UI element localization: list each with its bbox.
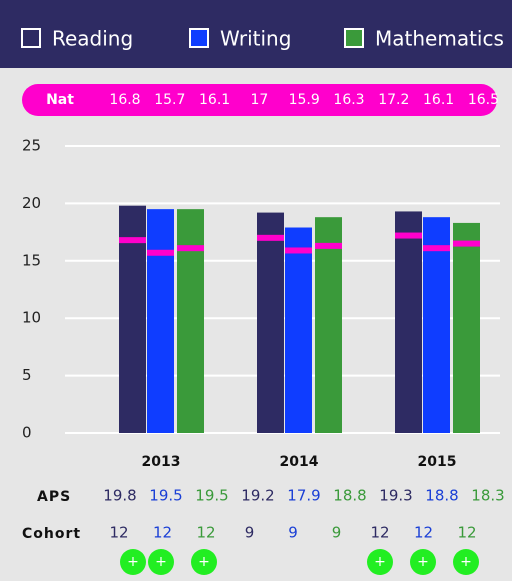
bar	[257, 212, 284, 433]
nat-value: 16.8	[109, 92, 140, 108]
bar	[453, 222, 480, 433]
expand-button[interactable]	[120, 549, 146, 575]
expand-button[interactable]	[191, 549, 217, 575]
aps-value: 19.5	[149, 487, 182, 505]
bar	[395, 211, 422, 433]
legend-swatch	[21, 28, 41, 48]
nat-marker	[285, 247, 312, 254]
cohort-value: 9	[288, 524, 298, 542]
nat-value: 16.1	[423, 92, 454, 108]
aps-value: 19.5	[195, 487, 228, 505]
cohort-value: 12	[196, 524, 215, 542]
y-tick-label: 25	[22, 137, 41, 155]
expand-button[interactable]	[148, 549, 174, 575]
nat-label: Nat	[46, 92, 74, 108]
nat-marker	[315, 242, 342, 249]
nat-marker	[395, 232, 422, 239]
expand-label[interactable]: +	[155, 554, 167, 570]
nat-value: 16.5	[468, 92, 499, 108]
nat-marker	[453, 240, 480, 247]
aps-value: 18.3	[471, 487, 504, 505]
expand-label[interactable]: +	[417, 554, 429, 570]
cohort-value: 12	[457, 524, 476, 542]
aps-value: 18.8	[333, 487, 366, 505]
nat-value: 17.2	[378, 92, 409, 108]
aps-value: 19.2	[241, 487, 274, 505]
bar	[119, 205, 146, 433]
aps-value: 19.8	[103, 487, 136, 505]
legend-label: Reading	[52, 27, 133, 51]
bar	[285, 227, 312, 433]
nat-value: 15.9	[289, 92, 320, 108]
expand-label[interactable]: +	[198, 554, 210, 570]
aps-value: 19.3	[379, 487, 412, 505]
legend-swatch	[344, 28, 364, 48]
bar	[147, 209, 174, 433]
cohort-label: Cohort	[22, 526, 81, 542]
y-tick-label: 10	[22, 309, 41, 327]
nat-value: 16.1	[199, 92, 230, 108]
nat-marker	[119, 237, 146, 244]
expand-label[interactable]: +	[460, 554, 472, 570]
x-tick-label: 2013	[142, 454, 181, 470]
expand-button[interactable]	[410, 549, 436, 575]
legend-swatch	[189, 28, 209, 48]
legend-label: Writing	[220, 27, 291, 51]
aps-label: APS	[37, 489, 71, 505]
nat-marker	[257, 234, 284, 241]
bar	[177, 209, 204, 433]
nat-marker	[177, 245, 204, 252]
nat-value: 15.7	[154, 92, 185, 108]
cohort-value: 9	[245, 524, 255, 542]
cohort-value: 12	[414, 524, 433, 542]
cohort-value: 12	[109, 524, 128, 542]
y-tick-label: 5	[22, 366, 32, 384]
expand-label[interactable]: +	[374, 554, 386, 570]
y-tick-label: 0	[22, 424, 32, 442]
expand-label[interactable]: +	[127, 554, 139, 570]
nat-marker	[423, 245, 450, 252]
nat-value: 16.3	[333, 92, 364, 108]
aps-value: 18.8	[425, 487, 458, 505]
cohort-value: 12	[370, 524, 389, 542]
x-tick-label: 2014	[280, 454, 319, 470]
y-tick-label: 20	[22, 194, 41, 212]
nat-value: 17	[250, 92, 268, 108]
bar	[315, 217, 342, 433]
x-tick-label: 2015	[418, 454, 457, 470]
bar	[423, 217, 450, 433]
expand-button[interactable]	[367, 549, 393, 575]
expand-button[interactable]	[453, 549, 479, 575]
legend-label: Mathematics	[375, 27, 504, 51]
nat-pill	[22, 84, 497, 116]
cohort-value: 9	[332, 524, 342, 542]
nat-marker	[147, 249, 174, 256]
cohort-value: 12	[153, 524, 172, 542]
y-tick-label: 15	[22, 251, 41, 269]
legend-bar	[0, 0, 512, 68]
aps-value: 17.9	[287, 487, 320, 505]
